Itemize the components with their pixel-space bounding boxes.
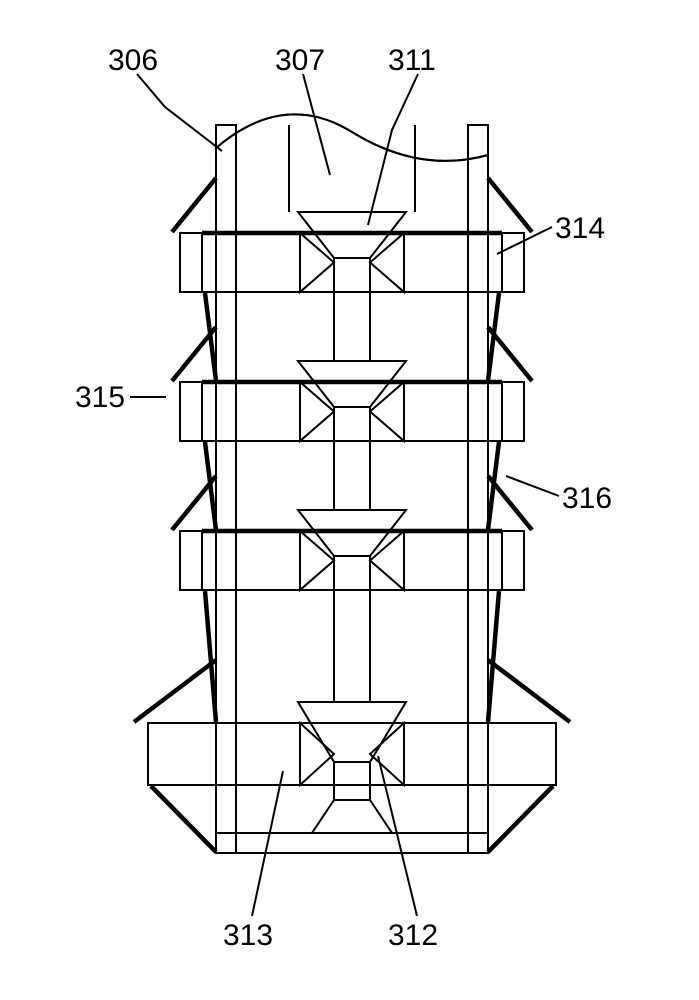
label-314: 314 (555, 212, 605, 245)
label-315: 315 (75, 381, 125, 414)
diagram-root: 306 307 311 314 315 316 313 312 (0, 0, 699, 1000)
label-311: 311 (388, 44, 436, 77)
label-306: 306 (108, 44, 158, 77)
label-312: 312 (388, 919, 438, 952)
label-307: 307 (275, 44, 325, 77)
label-313: 313 (223, 919, 273, 952)
label-316: 316 (562, 482, 612, 515)
